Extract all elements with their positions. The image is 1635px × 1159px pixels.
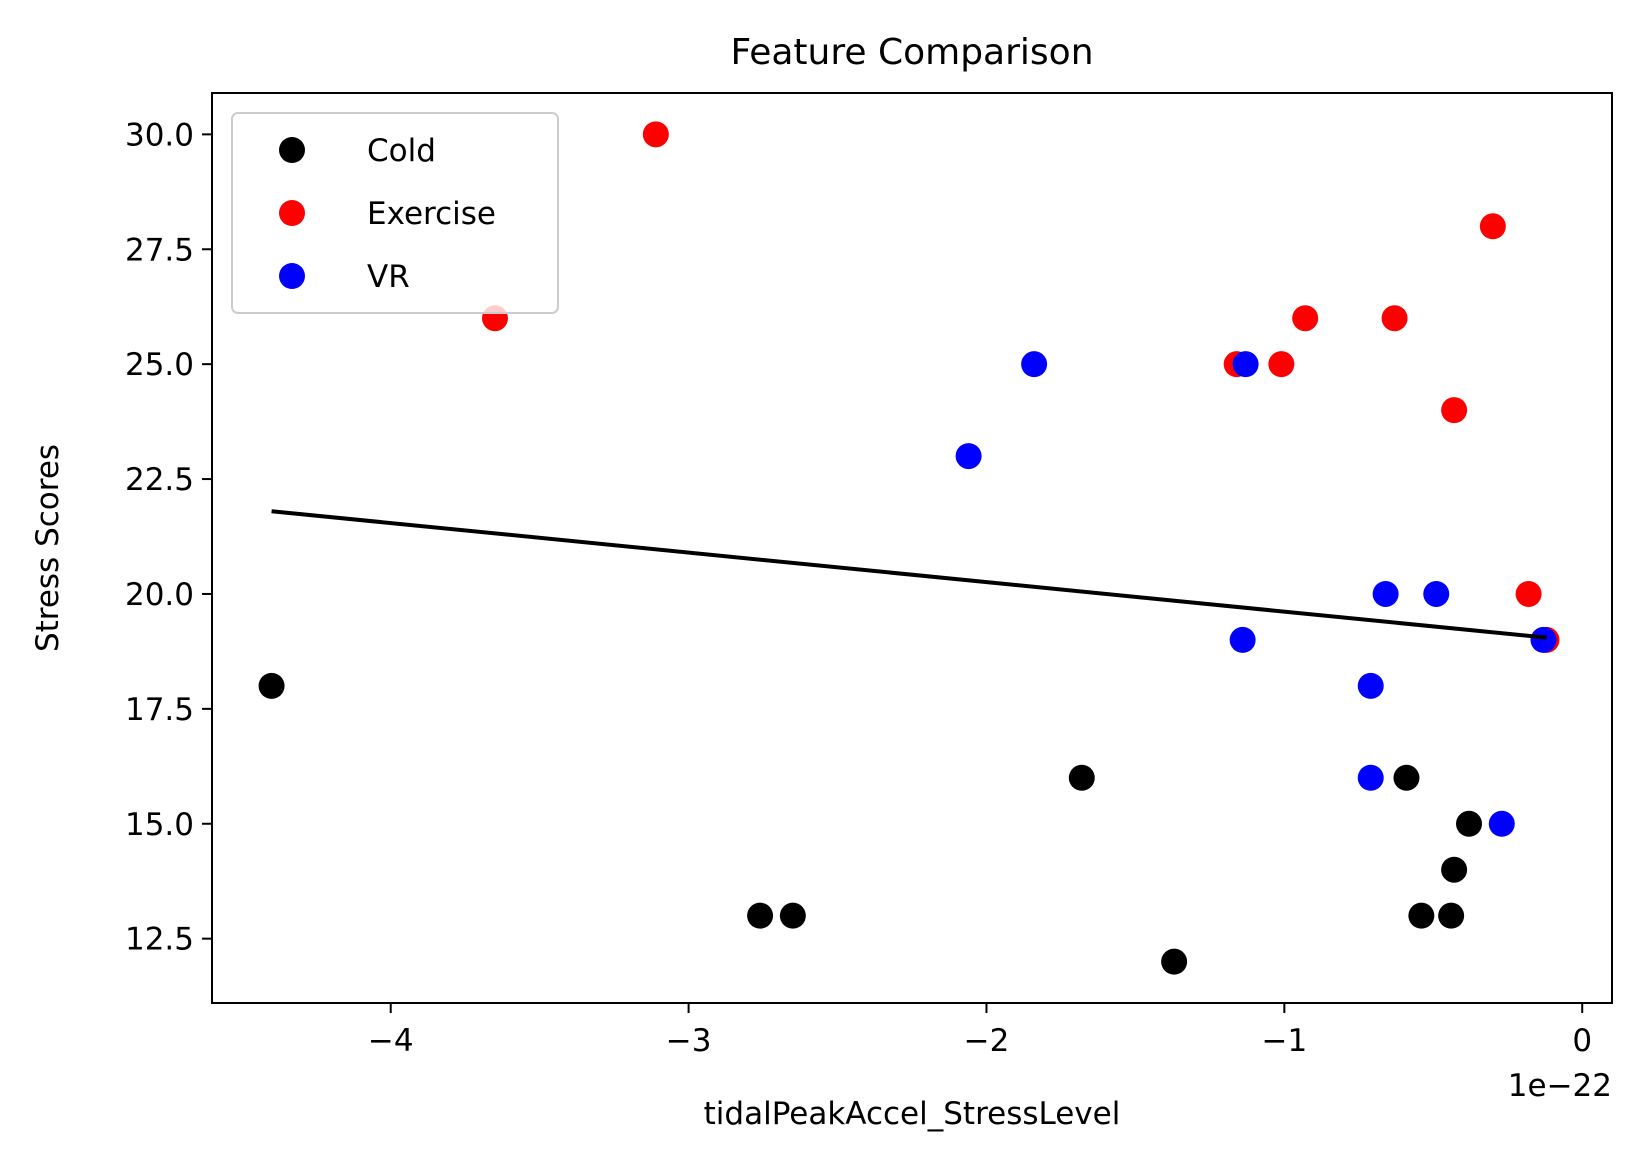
data-point-vr bbox=[1021, 351, 1048, 378]
x-tick-label: 0 bbox=[1572, 1023, 1592, 1059]
data-point-cold bbox=[779, 902, 806, 929]
data-point-exercise bbox=[1268, 351, 1295, 378]
x-tick-label: −2 bbox=[964, 1023, 1010, 1059]
data-point-vr bbox=[955, 443, 982, 470]
plot-frame bbox=[211, 92, 1613, 1004]
data-point-cold bbox=[1441, 856, 1468, 883]
data-point-cold bbox=[747, 902, 774, 929]
data-point-vr bbox=[1488, 810, 1515, 837]
data-point-exercise bbox=[642, 121, 669, 148]
data-point-cold bbox=[1393, 764, 1420, 791]
trend-line bbox=[271, 509, 1547, 640]
data-point-cold bbox=[1161, 948, 1188, 975]
data-point-exercise bbox=[1479, 213, 1506, 240]
x-tick-label: −4 bbox=[368, 1023, 414, 1059]
x-axis-label: tidalPeakAccel_StressLevel bbox=[704, 1096, 1121, 1132]
legend-label-cold: Cold bbox=[367, 133, 436, 169]
y-tick-label: 17.5 bbox=[125, 692, 194, 728]
legend-marker-cold bbox=[279, 137, 305, 163]
chart-title: Feature Comparison bbox=[730, 32, 1093, 73]
data-point-vr bbox=[1423, 580, 1450, 607]
y-axis-label: Stress Scores bbox=[30, 444, 66, 652]
data-point-vr bbox=[1530, 626, 1557, 653]
data-point-exercise bbox=[1292, 305, 1319, 332]
y-tick-label: 12.5 bbox=[125, 922, 194, 958]
series-vr bbox=[955, 351, 1557, 837]
x-tick-label: −3 bbox=[666, 1023, 712, 1059]
legend-label-vr: VR bbox=[367, 259, 410, 295]
data-point-vr bbox=[1357, 672, 1384, 699]
data-point-exercise bbox=[1381, 305, 1408, 332]
data-point-vr bbox=[1229, 626, 1256, 653]
x-offset-text: 1e−22 bbox=[1508, 1068, 1612, 1104]
data-point-vr bbox=[1372, 580, 1399, 607]
legend-marker-vr bbox=[279, 263, 305, 289]
y-axis: 12.5 15.0 17.5 20.0 22.5 25.0 27.5 30.0 bbox=[125, 117, 212, 958]
data-point-vr bbox=[1357, 764, 1384, 791]
plot-area bbox=[258, 121, 1560, 975]
legend-label-exercise: Exercise bbox=[367, 196, 496, 232]
series-cold bbox=[258, 672, 1483, 975]
legend-marker-exercise bbox=[279, 200, 305, 226]
y-tick-label: 27.5 bbox=[125, 232, 194, 268]
data-point-cold bbox=[1068, 764, 1095, 791]
legend-frame bbox=[231, 112, 559, 314]
y-tick-label: 30.0 bbox=[125, 117, 194, 153]
data-point-cold bbox=[1456, 810, 1483, 837]
y-tick-label: 25.0 bbox=[125, 347, 194, 383]
data-point-exercise bbox=[1515, 580, 1542, 607]
x-axis: −4 −3 −2 −1 0 bbox=[368, 1003, 1592, 1059]
data-point-cold bbox=[1408, 902, 1435, 929]
data-point-exercise bbox=[1441, 397, 1468, 424]
y-tick-label: 22.5 bbox=[125, 462, 194, 498]
data-point-cold bbox=[1438, 902, 1465, 929]
data-point-vr bbox=[1232, 351, 1259, 378]
x-tick-label: −1 bbox=[1261, 1023, 1307, 1059]
y-tick-label: 15.0 bbox=[125, 807, 194, 843]
legend: Cold Exercise VR bbox=[231, 112, 559, 314]
y-tick-label: 20.0 bbox=[125, 577, 194, 613]
data-point-cold bbox=[258, 672, 285, 699]
